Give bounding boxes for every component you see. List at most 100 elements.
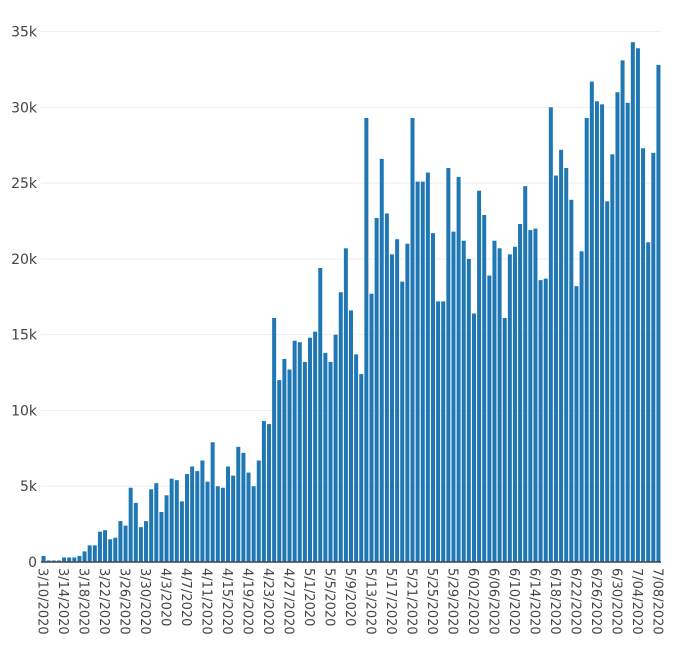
bar[interactable]: 5/7/2020: 17800: [338, 292, 343, 562]
bar[interactable]: 4/5/2020: 5400: [174, 480, 179, 562]
bar[interactable]: 4/30/2020: 13200: [302, 361, 307, 562]
bar[interactable]: 6/06/2020: 21200: [492, 240, 497, 562]
bar[interactable]: 3/17/2020: 400: [77, 555, 82, 562]
bar[interactable]: 4/21/2020: 6700: [256, 460, 261, 562]
bar[interactable]: 5/26/2020: 17200: [436, 301, 441, 562]
bar[interactable]: 4/1/2020: 5200: [154, 483, 159, 562]
bar[interactable]: 3/14/2020: 300: [62, 557, 67, 562]
bar[interactable]: 5/16/2020: 23000: [384, 213, 389, 562]
bar[interactable]: 4/29/2020: 14500: [297, 342, 302, 562]
bar[interactable]: 7/03/2020: 34300: [630, 42, 635, 562]
bar[interactable]: 6/19/2020: 27200: [559, 149, 564, 563]
bar[interactable]: 5/27/2020: 17200: [441, 301, 446, 562]
bar[interactable]: 4/11/2020: 5300: [205, 481, 210, 562]
bar[interactable]: 6/28/2020: 23800: [605, 201, 610, 562]
bar[interactable]: 4/22/2020: 9300: [261, 421, 266, 562]
bar[interactable]: 4/23/2020: 9100: [267, 424, 272, 562]
bar[interactable]: 6/26/2020: 30400: [594, 101, 599, 562]
bar[interactable]: 5/24/2020: 25700: [425, 172, 430, 562]
bar[interactable]: 4/27/2020: 12700: [287, 369, 292, 562]
bar[interactable]: 4/26/2020: 13400: [282, 358, 287, 562]
bar[interactable]: 5/4/2020: 13800: [323, 352, 328, 562]
bar[interactable]: 5/23/2020: 25100: [420, 181, 425, 563]
bar[interactable]: 5/8/2020: 20700: [343, 248, 348, 563]
bar[interactable]: 4/24/2020: 16100: [272, 318, 277, 562]
bar[interactable]: 7/05/2020: 27300: [641, 148, 646, 562]
bar[interactable]: 7/02/2020: 30300: [625, 102, 630, 562]
bar[interactable]: 4/14/2020: 4900: [220, 487, 225, 562]
bar[interactable]: 5/2/2020: 15200: [313, 331, 318, 562]
bar[interactable]: 5/6/2020: 15000: [333, 334, 338, 562]
bar[interactable]: 3/30/2020: 2700: [144, 521, 149, 562]
bar[interactable]: 6/27/2020: 30200: [600, 104, 605, 562]
bar[interactable]: 5/31/2020: 21200: [461, 240, 466, 562]
bar[interactable]: 5/25/2020: 21700: [430, 233, 435, 562]
bar[interactable]: 4/6/2020: 4000: [179, 501, 184, 562]
bar[interactable]: 5/10/2020: 13700: [354, 354, 359, 562]
bar[interactable]: 4/12/2020: 7900: [210, 442, 215, 562]
bar[interactable]: 6/23/2020: 20500: [579, 251, 584, 562]
bar[interactable]: 6/21/2020: 23900: [569, 199, 574, 563]
bar[interactable]: 5/3/2020: 19400: [318, 267, 323, 562]
bar[interactable]: 5/19/2020: 18500: [400, 281, 405, 562]
bar[interactable]: 5/12/2020: 29300: [364, 117, 369, 563]
bar[interactable]: 6/13/2020: 21900: [528, 230, 533, 563]
bar[interactable]: 3/27/2020: 4900: [128, 487, 133, 562]
bar[interactable]: 5/21/2020: 29300: [410, 117, 415, 563]
bar[interactable]: 5/14/2020: 22700: [374, 217, 379, 563]
bar[interactable]: 5/20/2020: 21000: [405, 243, 410, 562]
bar[interactable]: 4/16/2020: 5700: [231, 475, 236, 562]
bar[interactable]: 6/15/2020: 18600: [538, 280, 543, 562]
bar[interactable]: 3/12/2020: 100: [51, 560, 56, 562]
bar[interactable]: 6/20/2020: 26000: [564, 167, 569, 562]
bar[interactable]: 4/3/2020: 4400: [164, 495, 169, 562]
bar[interactable]: 6/22/2020: 18200: [574, 286, 579, 562]
bar[interactable]: 7/01/2020: 33100: [620, 60, 625, 563]
bar[interactable]: 6/03/2020: 24500: [477, 190, 482, 562]
bar[interactable]: 5/11/2020: 12400: [359, 374, 364, 562]
bar[interactable]: 3/15/2020: 300: [67, 557, 72, 562]
bar[interactable]: 6/12/2020: 24800: [523, 186, 528, 562]
bar[interactable]: 7/07/2020: 27000: [651, 152, 656, 562]
bar[interactable]: 5/29/2020: 21800: [451, 231, 456, 562]
bar[interactable]: 5/22/2020: 25100: [415, 181, 420, 563]
bar[interactable]: 5/9/2020: 16600: [349, 310, 353, 562]
bar[interactable]: 6/25/2020: 31700: [589, 81, 594, 562]
bar[interactable]: 6/16/2020: 18700: [543, 278, 548, 562]
bar[interactable]: 3/28/2020: 3900: [133, 502, 138, 562]
bar[interactable]: 3/29/2020: 2300: [138, 527, 143, 562]
bar[interactable]: 6/14/2020: 22000: [533, 228, 538, 562]
bar[interactable]: 3/21/2020: 2000: [97, 531, 102, 562]
bar[interactable]: 3/20/2020: 1100: [92, 545, 97, 562]
bar[interactable]: 7/08/2020: 32800: [656, 64, 661, 563]
bar[interactable]: 3/16/2020: 300: [72, 557, 77, 562]
bar[interactable]: 4/15/2020: 6300: [226, 466, 231, 562]
bar[interactable]: 6/11/2020: 22300: [518, 224, 523, 563]
bar[interactable]: 6/08/2020: 16100: [502, 318, 507, 562]
bar[interactable]: 4/25/2020: 12000: [277, 380, 282, 562]
bar[interactable]: 4/17/2020: 7600: [236, 446, 241, 562]
bar[interactable]: 3/23/2020: 1500: [108, 539, 113, 562]
bar[interactable]: 3/10/2020: 400: [41, 555, 46, 562]
bar[interactable]: 3/25/2020: 2700: [118, 521, 123, 562]
bar[interactable]: 4/18/2020: 7200: [241, 452, 246, 562]
bar[interactable]: 3/26/2020: 2400: [123, 525, 128, 562]
bar[interactable]: 3/22/2020: 2100: [103, 530, 108, 562]
bar[interactable]: 5/15/2020: 26600: [379, 158, 384, 562]
bar[interactable]: 4/8/2020: 6300: [190, 466, 195, 562]
bar[interactable]: 4/10/2020: 6700: [200, 460, 205, 562]
bar[interactable]: 4/9/2020: 6000: [195, 471, 200, 562]
bar[interactable]: 5/1/2020: 14800: [308, 337, 313, 562]
bar[interactable]: 4/19/2020: 5900: [246, 472, 251, 562]
bar[interactable]: 6/29/2020: 26900: [610, 154, 615, 562]
bar[interactable]: 3/11/2020: 100: [46, 560, 51, 562]
bar[interactable]: 6/18/2020: 25500: [553, 175, 558, 563]
bar[interactable]: 6/17/2020: 30000: [548, 107, 553, 562]
bar[interactable]: 5/13/2020: 17700: [369, 293, 374, 562]
bar[interactable]: 6/30/2020: 31000: [615, 92, 620, 562]
bar[interactable]: 3/24/2020: 1600: [113, 537, 118, 562]
bar[interactable]: 6/04/2020: 22900: [482, 214, 487, 562]
bar[interactable]: 5/5/2020: 13200: [328, 361, 333, 562]
bar[interactable]: 6/07/2020: 20700: [497, 248, 502, 563]
bar[interactable]: 7/06/2020: 21100: [646, 242, 651, 563]
